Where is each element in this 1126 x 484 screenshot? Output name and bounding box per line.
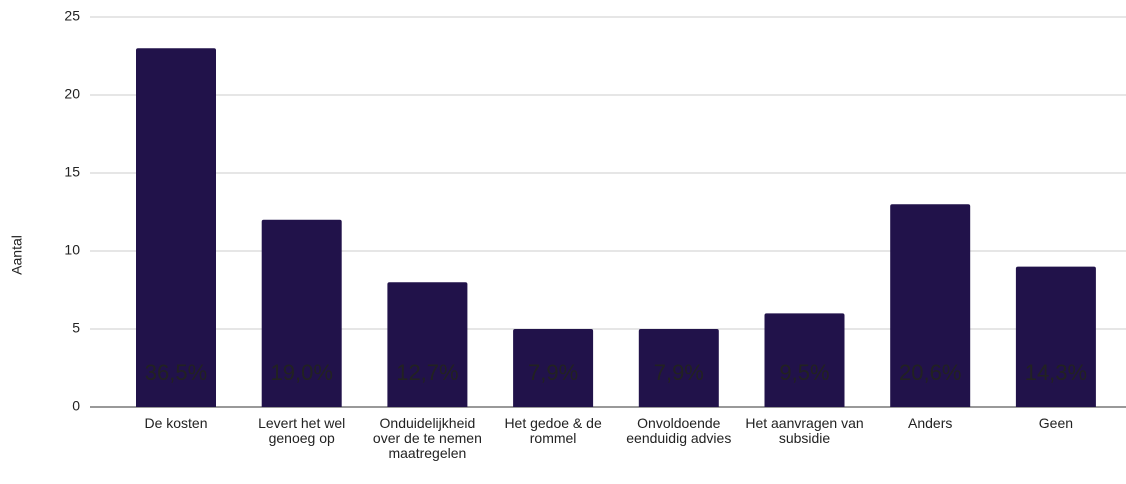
bar bbox=[513, 329, 594, 407]
x-tick-label: Anders bbox=[908, 415, 953, 431]
y-tick-label: 0 bbox=[72, 398, 80, 414]
y-tick-label: 15 bbox=[64, 164, 80, 180]
bar bbox=[764, 313, 845, 407]
y-tick-label: 10 bbox=[64, 242, 80, 258]
percent-label: 9,5% bbox=[779, 360, 829, 385]
x-tick-label: Het aanvragen van subsidie bbox=[745, 415, 864, 446]
x-tick-label: Het gedoe & de rommel bbox=[504, 415, 602, 446]
y-tick-label: 20 bbox=[64, 86, 80, 102]
x-tick-label: Onduidelijkheid over de te nemen maatreg… bbox=[372, 415, 482, 461]
x-tick-label: Onvoldoende eenduidig advies bbox=[626, 415, 732, 446]
bar bbox=[638, 329, 719, 407]
percent-label: 36,5% bbox=[145, 360, 207, 385]
x-tick-label: Geen bbox=[1038, 415, 1074, 431]
percent-label: 20,6% bbox=[899, 360, 961, 385]
bar bbox=[387, 282, 468, 407]
percent-label: 7,9% bbox=[528, 360, 578, 385]
x-tick-label: Levert het wel genoeg op bbox=[258, 415, 346, 446]
bar bbox=[261, 219, 342, 407]
percent-label: 14,3% bbox=[1025, 360, 1087, 385]
bar bbox=[1015, 266, 1096, 407]
percent-label: 7,9% bbox=[654, 360, 704, 385]
y-tick-label: 25 bbox=[64, 8, 80, 24]
y-tick-label: 5 bbox=[72, 320, 80, 336]
x-tick-label: De kosten bbox=[144, 415, 208, 431]
percent-label: 12,7% bbox=[396, 360, 458, 385]
y-axis-label: Aantal bbox=[9, 235, 25, 275]
percent-label: 19,0% bbox=[271, 360, 333, 385]
bar bbox=[890, 204, 971, 407]
bar bbox=[136, 48, 216, 407]
